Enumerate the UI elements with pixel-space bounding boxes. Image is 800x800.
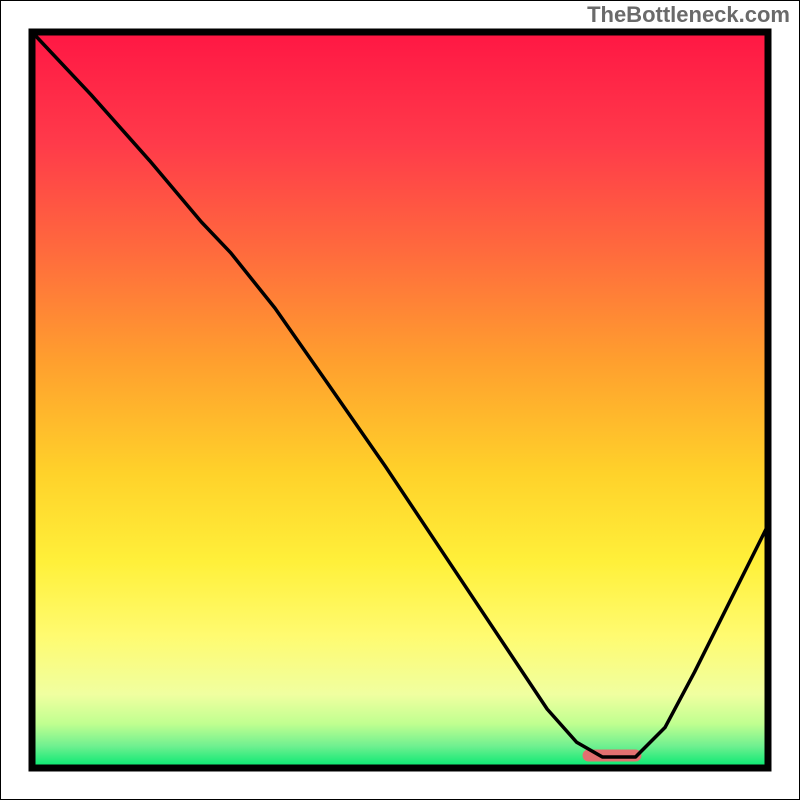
- chart-container: TheBottleneck.com: [0, 0, 800, 800]
- watermark-text: TheBottleneck.com: [587, 2, 790, 28]
- bottleneck-chart: [0, 0, 800, 800]
- plot-gradient-background: [32, 32, 768, 768]
